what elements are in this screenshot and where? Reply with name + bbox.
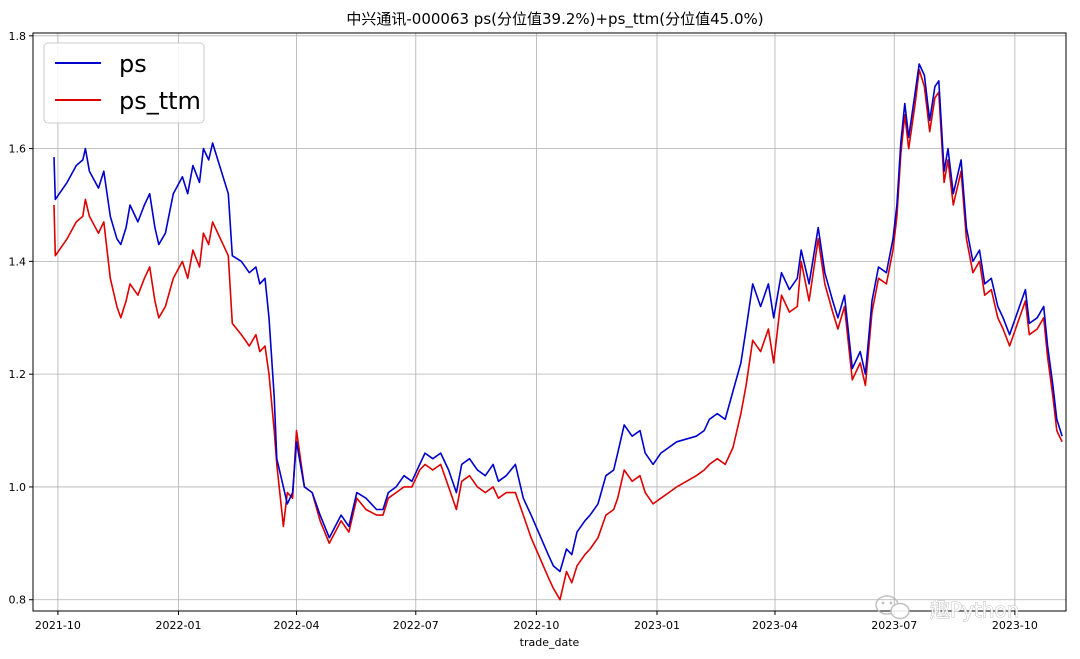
series-layer: [53, 63, 1063, 601]
wechat-icon: [875, 595, 910, 620]
watermark: 趣Python: [875, 595, 1020, 623]
chart-title: 中兴通讯-000063 ps(分位值39.2%)+ps_ttm(分位值45.0%…: [346, 10, 763, 29]
legend: ps ps_ttm: [43, 42, 205, 124]
x-tick-label: 2023-01: [634, 619, 680, 632]
y-tick-label: 1.6: [9, 143, 27, 156]
legend-label-ps-ttm: ps_ttm: [119, 87, 201, 115]
x-tick-label: 2023-10: [992, 619, 1038, 632]
x-tick-label: 2023-04: [752, 619, 798, 632]
legend-label-ps: ps: [119, 50, 147, 78]
y-tick-label: 0.8: [9, 594, 27, 607]
grid-lines: [33, 33, 1066, 611]
series-line-ps-ttm: [53, 68, 1063, 601]
x-tick-label: 2022-01: [156, 619, 202, 632]
x-tick-label: 2021-10: [35, 619, 81, 632]
watermark-text: 趣Python: [930, 598, 1019, 622]
x-tick-label: 2022-04: [274, 619, 320, 632]
x-tick-label: 2022-10: [513, 619, 559, 632]
x-tick-label: 2022-07: [393, 619, 439, 632]
x-axis: 2021-10 2022-01 2022-04 2022-07 2022-10 2023-…: [35, 611, 1038, 632]
y-tick-label: 1.4: [9, 255, 27, 268]
y-tick-label: 1.0: [9, 481, 27, 494]
plot-frame: [32, 32, 1067, 612]
y-tick-label: 1.2: [9, 368, 27, 381]
x-axis-label: trade_date: [520, 636, 580, 649]
x-tick-label: 2023-07: [871, 619, 917, 632]
series-line-ps: [53, 63, 1063, 573]
y-axis: 0.8 1.0 1.2 1.4 1.6 1.8: [9, 30, 33, 607]
y-tick-label: 1.8: [9, 30, 27, 43]
